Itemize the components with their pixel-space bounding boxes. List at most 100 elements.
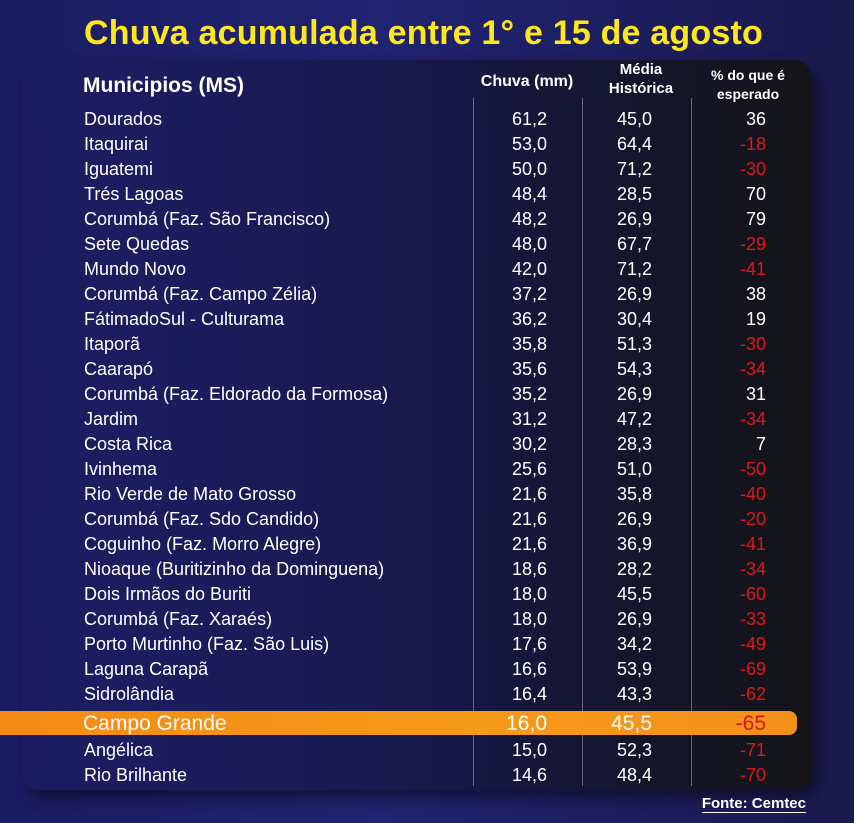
- media-historica-cell: 48,4: [616, 765, 652, 785]
- chuva-cell: 30,2: [511, 434, 547, 454]
- media-historica-cell: 26,9: [616, 284, 652, 304]
- media-historica-cell: 71,2: [616, 159, 652, 179]
- chuva-cell: 25,6: [511, 459, 547, 479]
- pct-esperado-cell: -34: [739, 359, 766, 379]
- municipio-cell: Dois Irmãos do Buriti: [84, 584, 252, 604]
- media-historica-cell: 28,2: [616, 559, 652, 579]
- media-historica-cell: 47,2: [616, 409, 652, 429]
- chuva-cell: 31,2: [511, 409, 547, 429]
- table-row: Corumbá (Faz. Eldorado da Formosa) 35,2 26…: [0, 382, 854, 407]
- chuva-cell: 61,2: [511, 109, 547, 129]
- chuva-cell: 35,6: [511, 359, 547, 379]
- municipio-cell: Sidrolândia: [84, 684, 175, 704]
- table-row: Rio Brilhante 14,6 48,4 -70: [0, 763, 854, 788]
- chuva-cell: 53,0: [511, 134, 547, 154]
- media-historica-cell: 45,5: [616, 584, 652, 604]
- pct-esperado-cell: 31: [745, 384, 766, 404]
- table-row: Rio Verde de Mato Grosso 21,6 35,8 -40: [0, 482, 854, 507]
- municipio-cell: Itaquirai: [84, 134, 149, 154]
- chuva-cell: 17,6: [511, 634, 547, 654]
- highlight-bar: [0, 711, 797, 735]
- table-row: Dourados 61,2 45,0 36: [0, 107, 854, 132]
- table-row: Sidrolândia 16,4 43,3 -62: [0, 682, 854, 707]
- media-historica-cell: 51,3: [616, 334, 652, 354]
- chuva-cell: 36,2: [511, 309, 547, 329]
- media-historica-cell: 35,8: [616, 484, 652, 504]
- chuva-cell: 16,0: [506, 712, 547, 735]
- chart-title: Chuva acumulada entre 1° e 15 de agosto: [84, 14, 763, 52]
- table-row: Sete Quedas 48,0 67,7 -29: [0, 232, 854, 257]
- pct-esperado-cell: -71: [739, 740, 766, 760]
- pct-esperado-cell: -62: [739, 684, 766, 704]
- municipio-cell: Itaporã: [84, 334, 141, 354]
- pct-esperado-cell: -50: [739, 459, 766, 479]
- municipio-cell: Trés Lagoas: [84, 184, 184, 204]
- municipio-cell: Angélica: [84, 740, 154, 760]
- table-row: Mundo Novo 42,0 71,2 -41: [0, 257, 854, 282]
- media-historica-cell: 64,4: [616, 134, 652, 154]
- chuva-cell: 18,0: [511, 609, 547, 629]
- column-divider-2: [582, 98, 583, 786]
- pct-esperado-cell: -33: [739, 609, 766, 629]
- chuva-cell: 48,2: [511, 209, 547, 229]
- municipio-cell: Jardim: [84, 409, 139, 429]
- pct-esperado-cell: -41: [739, 259, 766, 279]
- chuva-cell: 50,0: [511, 159, 547, 179]
- pct-esperado-cell: -30: [739, 159, 766, 179]
- column-header-media-line2: Histórica: [608, 80, 674, 97]
- table-row: Corumbá (Faz. Sdo Candido) 21,6 26,9 -20: [0, 507, 854, 532]
- column-header-municipios: Municipios (MS): [83, 74, 244, 97]
- chuva-cell: 21,6: [511, 509, 547, 529]
- table-row: Jardim 31,2 47,2 -34: [0, 407, 854, 432]
- chuva-cell: 21,6: [511, 534, 547, 554]
- table-row: Iguatemi 50,0 71,2 -30: [0, 157, 854, 182]
- table-row: Angélica 15,0 52,3 -71: [0, 738, 854, 763]
- pct-esperado-cell: 19: [745, 309, 766, 329]
- media-historica-cell: 36,9: [616, 534, 652, 554]
- table-row: FátimadoSul - Culturama 36,2 30,4 19: [0, 307, 854, 332]
- chuva-cell: 42,0: [511, 259, 547, 279]
- media-historica-cell: 28,5: [616, 184, 652, 204]
- table-row: Costa Rica 30,2 28,3 7: [0, 432, 854, 457]
- data-table-body: Dourados 61,2 45,0 36 Itaquirai 53,0 64,4 -18 Ig…: [0, 107, 854, 788]
- pct-esperado-cell: -29: [739, 234, 766, 254]
- table-row: Ivinhema 25,6 51,0 -50: [0, 457, 854, 482]
- column-header-pct-line2: esperado: [716, 86, 780, 102]
- pct-esperado-cell: -40: [739, 484, 766, 504]
- pct-esperado-cell: -70: [739, 765, 766, 785]
- municipio-cell: Corumbá (Faz. São Francisco): [84, 209, 331, 229]
- chuva-cell: 37,2: [511, 284, 547, 304]
- media-historica-cell: 26,9: [616, 209, 652, 229]
- column-header-pct-line1: % do que é: [711, 67, 785, 83]
- media-historica-cell: 67,7: [616, 234, 652, 254]
- chuva-cell: 18,6: [511, 559, 547, 579]
- pct-esperado-cell: 79: [745, 209, 766, 229]
- pct-esperado-cell: -34: [739, 409, 766, 429]
- media-historica-cell: 45,5: [611, 712, 652, 735]
- table-row: Corumbá (Faz. Xaraés) 18,0 26,9 -33: [0, 607, 854, 632]
- municipio-cell: Laguna Carapã: [84, 659, 209, 679]
- pct-esperado-cell: -41: [739, 534, 766, 554]
- column-header-pct-esperado: % do que é esperado: [698, 66, 798, 104]
- municipio-cell: Caarapó: [84, 359, 154, 379]
- media-historica-cell: 34,2: [616, 634, 652, 654]
- chuva-cell: 48,4: [511, 184, 547, 204]
- media-historica-cell: 26,9: [616, 609, 652, 629]
- chuva-cell: 16,4: [511, 684, 547, 704]
- municipio-cell: Corumbá (Faz. Xaraés): [84, 609, 273, 629]
- municipio-cell: Rio Verde de Mato Grosso: [84, 484, 297, 504]
- municipio-cell: Coguinho (Faz. Morro Alegre): [84, 534, 322, 554]
- municipio-cell: Corumbá (Faz. Campo Zélia): [84, 284, 318, 304]
- chuva-cell: 35,2: [511, 384, 547, 404]
- pct-esperado-cell: 36: [745, 109, 766, 129]
- column-header-media-line1: Média: [619, 61, 663, 78]
- pct-esperado-cell: -49: [739, 634, 766, 654]
- media-historica-cell: 71,2: [616, 259, 652, 279]
- chuva-cell: 35,8: [511, 334, 547, 354]
- table-row: Porto Murtinho (Faz. São Luis) 17,6 34,2 -4…: [0, 632, 854, 657]
- media-historica-cell: 51,0: [616, 459, 652, 479]
- chuva-cell: 48,0: [511, 234, 547, 254]
- table-row: Caarapó 35,6 54,3 -34: [0, 357, 854, 382]
- media-historica-cell: 54,3: [616, 359, 652, 379]
- table-row: Laguna Carapã 16,6 53,9 -69: [0, 657, 854, 682]
